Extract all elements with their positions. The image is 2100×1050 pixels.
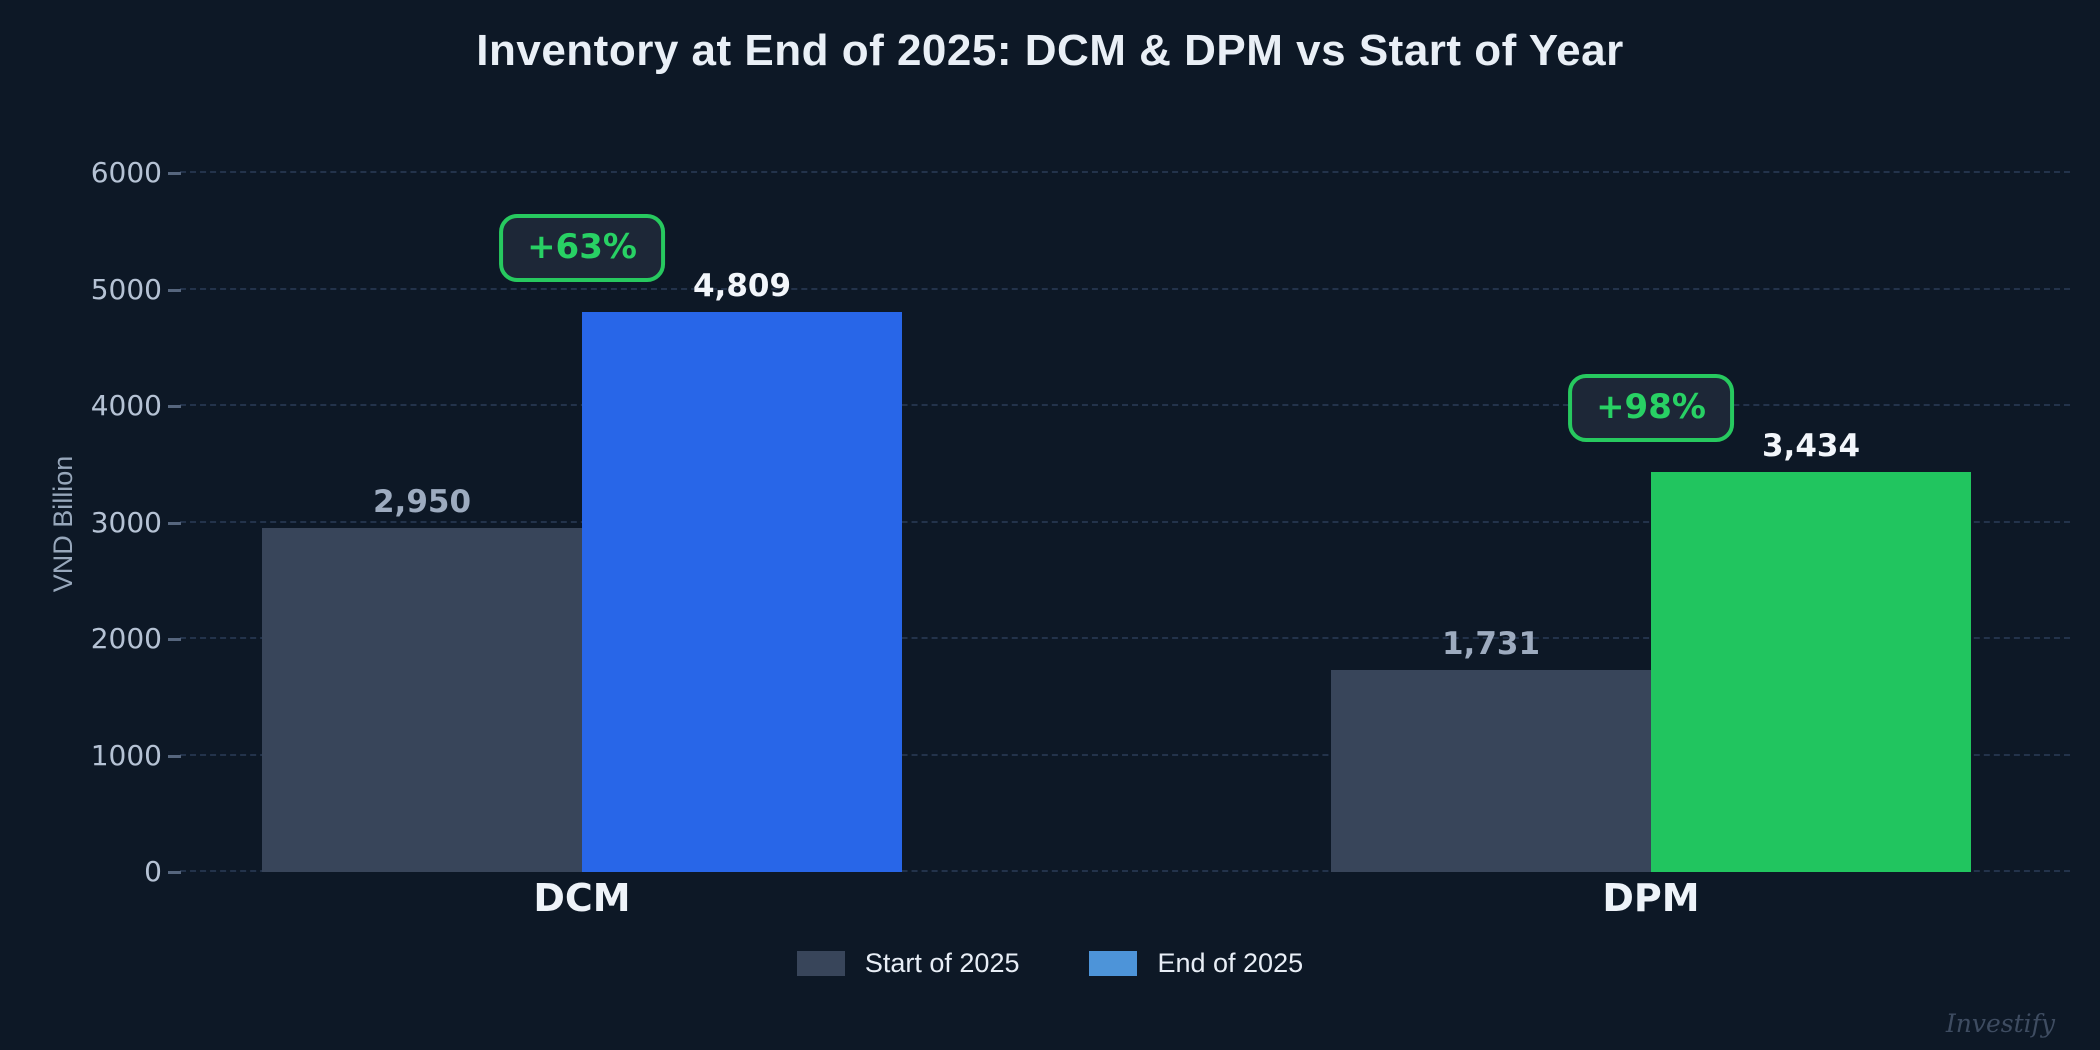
gridline-1000: [180, 753, 2070, 756]
value-label-dcm-end: 4,809: [692, 267, 792, 304]
bar-dcm-start: [262, 528, 582, 872]
value-label-dpm-start: 1,731: [1441, 626, 1541, 663]
gridline-4000: [180, 404, 2070, 406]
y-tick-mark-2000: [168, 638, 181, 641]
y-tick-mark-1000: [168, 754, 181, 758]
bar-dpm-start: [1331, 670, 1651, 872]
y-tick-label-1000: 1000: [90, 738, 162, 772]
gridline-0: [180, 870, 2070, 872]
y-tick-mark-3000: [168, 521, 181, 525]
x-label-dcm: DCM: [533, 876, 631, 920]
legend-label-1: End of 2025: [1157, 948, 1304, 978]
watermark-text: Investify: [1945, 1009, 2055, 1038]
legend: Start of 2025 End of 2025: [0, 948, 2100, 979]
y-tick-label-4000: 4000: [90, 389, 162, 422]
gridline-2000: [180, 637, 2070, 639]
y-tick-label-5000: 5000: [90, 272, 162, 306]
y-tick-mark-0: [168, 871, 181, 874]
growth-badge-dpm: +98%: [1568, 373, 1734, 442]
legend-swatch-1: [1089, 951, 1138, 976]
x-label-dpm: DPM: [1602, 876, 1700, 920]
chart-title: Inventory at End of 2025: DCM & DPM vs S…: [476, 26, 1624, 75]
plot-area: 2,950 4,809 +63% 1,731 3,434 +98%: [180, 171, 2070, 872]
y-tick-mark-6000: [168, 172, 181, 175]
legend-label-0: Start of 2025: [864, 948, 1020, 978]
value-label-dpm-end: 3,434: [1761, 427, 1861, 464]
legend-item-0: Start of 2025: [796, 948, 1020, 979]
y-tick-label-2000: 2000: [90, 622, 162, 655]
y-tick-mark-5000: [168, 288, 181, 292]
bar-dpm-end: [1651, 471, 1971, 872]
gridline-6000: [180, 171, 2070, 173]
gridline-3000: [180, 520, 2070, 523]
value-label-dcm-start: 2,950: [372, 484, 472, 521]
legend-item-1: End of 2025: [1089, 948, 1303, 979]
y-tick-label-0: 0: [144, 855, 162, 888]
bar-dcm-end: [582, 311, 902, 872]
legend-swatch-0: [796, 951, 845, 976]
y-tick-label-6000: 6000: [90, 156, 162, 189]
gridline-5000: [180, 287, 2070, 290]
y-tick-mark-4000: [168, 405, 181, 408]
y-tick-label-3000: 3000: [90, 505, 162, 539]
growth-badge-dcm: +63%: [499, 213, 665, 282]
